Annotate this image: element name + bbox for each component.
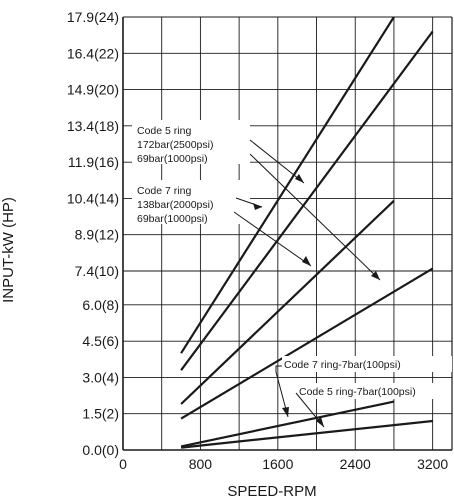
leader-arrowheads (253, 174, 380, 427)
y-tick-label: 1.5(2) (82, 406, 119, 422)
y-tick-label: 0.0(0) (82, 442, 119, 458)
annotation-code7-7bar: Code 7 ring-7bar(100psi) (284, 359, 401, 371)
y-tick-label: 6.0(8) (82, 297, 119, 313)
annotation-code5-ring-pressure-2: 69bar(1000psi) (137, 153, 208, 165)
series-line-5 (180, 400, 395, 448)
y-tick-label: 7.4(10) (75, 263, 119, 279)
series-lines (180, 16, 434, 449)
annotation-3-background (282, 356, 452, 372)
arrowhead-code7-7bar (282, 407, 289, 417)
x-axis-title: SPEED-RPM (227, 483, 316, 500)
y-tick-label: 17.9(24) (67, 9, 119, 25)
series-line-2 (180, 30, 434, 371)
leader-code5-69bar (249, 153, 381, 281)
series-line-3 (180, 200, 395, 405)
arrowhead-code5-69bar (371, 271, 380, 280)
y-axis-title: INPUT-kW (HP) (0, 197, 17, 303)
annotation-1-background (132, 120, 250, 164)
x-tick-label: 800 (189, 456, 213, 472)
series-line-1 (180, 16, 395, 354)
x-tick-labels: 0 800 1600 2400 3200 (119, 456, 448, 472)
annotation-code5-ring-pressure-1: 172bar(2500psi) (137, 139, 213, 151)
series-line-6 (180, 419, 433, 449)
leader-code7-69bar (233, 211, 312, 267)
y-tick-label: 13.4(18) (67, 118, 119, 134)
y-tick-label: 10.4(14) (67, 190, 119, 206)
x-tick-label: 0 (119, 456, 127, 472)
y-tick-label: 14.9(20) (67, 82, 119, 98)
y-tick-label: 11.9(16) (68, 154, 119, 170)
y-tick-label: 8.9(12) (75, 227, 119, 243)
y-tick-label: 16.4(22) (67, 45, 119, 61)
x-tick-label: 1600 (262, 456, 293, 472)
y-tick-label: 3.0(4) (82, 369, 119, 385)
series-line-4 (180, 267, 434, 420)
annotation-2-background (132, 180, 250, 224)
leader-code5-172bar (249, 139, 305, 184)
annotation-code7-ring-pressure-2: 69bar(1000psi) (137, 213, 208, 225)
arrowhead-code5-172bar (295, 174, 304, 183)
x-tick-label: 2400 (340, 456, 371, 472)
y-tick-labels: 0.0(0) 1.5(2) 3.0(4) 4.5(6) 6.0(8) 7.4(10) 8.9… (67, 9, 119, 458)
annotation-code5-7bar: Code 5 ring-7bar(100psi) (299, 386, 416, 398)
annotation-code7-ring-title: Code 7 ring (137, 185, 191, 197)
arrowhead-code7-138bar (253, 203, 262, 210)
annotation-code7-ring-pressure-1: 138bar(2000psi) (137, 199, 213, 211)
x-tick-label: 3200 (417, 456, 448, 472)
grid (122, 16, 453, 451)
leader-code7-7bar (275, 365, 289, 418)
arrowhead-code7-69bar (302, 256, 311, 266)
arrowhead-code5-7bar (316, 417, 324, 427)
y-tick-label: 4.5(6) (82, 333, 119, 349)
annotation-code5-ring-title: Code 5 ring (137, 125, 191, 137)
annotation-4-background (296, 383, 446, 399)
